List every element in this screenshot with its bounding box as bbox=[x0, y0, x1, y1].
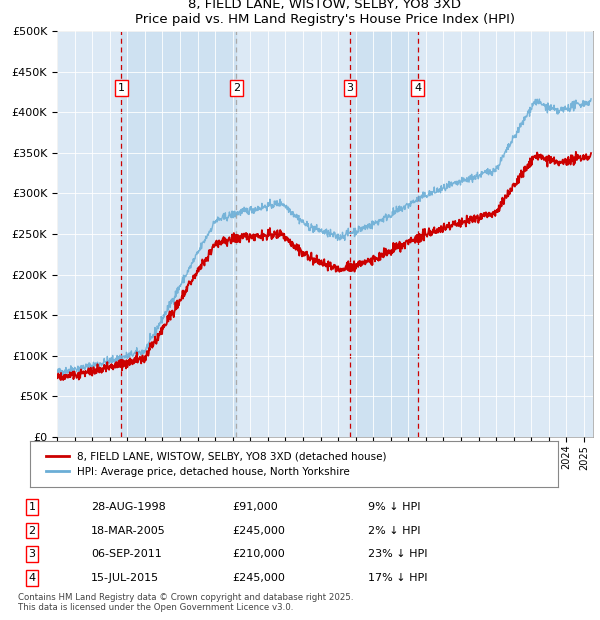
Legend: 8, FIELD LANE, WISTOW, SELBY, YO8 3XD (detached house), HPI: Average price, deta: 8, FIELD LANE, WISTOW, SELBY, YO8 3XD (d… bbox=[40, 446, 392, 482]
Text: 15-JUL-2015: 15-JUL-2015 bbox=[91, 573, 160, 583]
Text: 28-AUG-1998: 28-AUG-1998 bbox=[91, 502, 166, 512]
Bar bbox=[121, 31, 236, 437]
Text: 2: 2 bbox=[233, 83, 240, 93]
Text: £245,000: £245,000 bbox=[232, 573, 285, 583]
Text: 17% ↓ HPI: 17% ↓ HPI bbox=[368, 573, 427, 583]
Text: £245,000: £245,000 bbox=[232, 526, 285, 536]
Text: 18-MAR-2005: 18-MAR-2005 bbox=[91, 526, 166, 536]
Text: 9% ↓ HPI: 9% ↓ HPI bbox=[368, 502, 420, 512]
Text: £210,000: £210,000 bbox=[232, 549, 285, 559]
Text: 3: 3 bbox=[347, 83, 353, 93]
Text: 23% ↓ HPI: 23% ↓ HPI bbox=[368, 549, 427, 559]
Title: 8, FIELD LANE, WISTOW, SELBY, YO8 3XD
Price paid vs. HM Land Registry's House Pr: 8, FIELD LANE, WISTOW, SELBY, YO8 3XD Pr… bbox=[135, 0, 515, 25]
Text: 3: 3 bbox=[29, 549, 35, 559]
Text: 06-SEP-2011: 06-SEP-2011 bbox=[91, 549, 162, 559]
Bar bbox=[350, 31, 418, 437]
Text: 2% ↓ HPI: 2% ↓ HPI bbox=[368, 526, 420, 536]
Text: Contains HM Land Registry data © Crown copyright and database right 2025.
This d: Contains HM Land Registry data © Crown c… bbox=[18, 593, 353, 612]
Text: 4: 4 bbox=[29, 573, 35, 583]
Text: 1: 1 bbox=[29, 502, 35, 512]
Text: £91,000: £91,000 bbox=[232, 502, 278, 512]
Text: 1: 1 bbox=[118, 83, 125, 93]
Text: 2: 2 bbox=[29, 526, 35, 536]
Text: 4: 4 bbox=[414, 83, 421, 93]
